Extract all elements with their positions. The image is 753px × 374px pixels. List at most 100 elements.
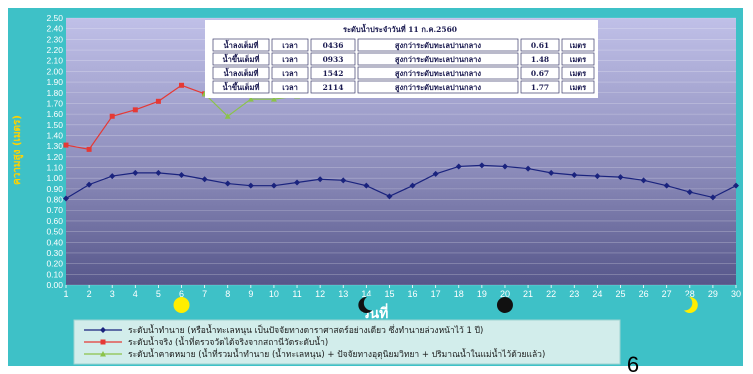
series-2-point	[63, 142, 69, 148]
series-1-point	[733, 182, 739, 189]
series-2-point	[109, 113, 115, 119]
legend-box	[73, 319, 621, 365]
y-tick-label: 1.80	[46, 88, 63, 98]
tide-table-cell-text: เวลา	[282, 55, 298, 64]
x-tick-label: 28	[685, 289, 695, 299]
tide-table-cell-text: น้ำขึ้นเต็มที่	[223, 53, 260, 64]
series-1-point	[571, 171, 578, 178]
tide-table-cell	[520, 38, 560, 52]
series-1-point	[409, 182, 416, 189]
tide-table-cell	[520, 66, 560, 80]
series-1-point	[386, 193, 393, 200]
page-number: 6	[627, 352, 639, 374]
series-1-point	[247, 182, 254, 189]
x-tick-label: 20	[500, 289, 510, 299]
tide-table-cell	[310, 66, 356, 80]
series-1-point	[548, 169, 555, 176]
y-tick-label: 0.00	[46, 280, 63, 290]
tide-table-rows: น้ำลงเต็มที่เวลา 0436 สูงกว่าระดับทะเลปานก…	[212, 38, 595, 94]
series-3-point	[247, 96, 254, 102]
series-line-1	[65, 164, 737, 200]
y-tick-label: 1.00	[46, 173, 63, 183]
x-tick-label: 12	[315, 289, 325, 299]
y-tick-label: 1.50	[46, 120, 63, 130]
tide-table-cell-text: เมตร	[570, 69, 587, 78]
y-tick-label: 2.40	[46, 24, 63, 34]
legend-marker	[100, 351, 106, 357]
y-tick-label: 1.30	[46, 141, 63, 151]
series-1-point	[317, 176, 324, 183]
series-1-point	[525, 165, 532, 172]
moon-phase-icons	[173, 295, 698, 313]
tide-table-cell	[212, 38, 270, 52]
series-2-point	[132, 107, 138, 113]
tide-table-cell-text: สูงกว่าระดับทะเลปานกลาง	[395, 41, 481, 51]
series-3-point	[224, 113, 231, 119]
x-tick-label: 2	[87, 289, 92, 299]
tide-table-cell-text: เวลา	[282, 69, 298, 78]
tide-table-cell-text: สูงกว่าระดับทะเลปานกลาง	[395, 69, 481, 79]
x-tick-label: 25	[615, 289, 625, 299]
first-quarter-icon	[677, 295, 698, 313]
tide-table-cell-text: เมตร	[570, 83, 587, 92]
last-quarter-icon	[358, 295, 379, 313]
tide-table-cell-text: 1542	[323, 69, 344, 78]
tide-table-cell	[271, 66, 309, 80]
y-tick-label: 2.10	[46, 56, 63, 66]
tide-table-cell	[357, 66, 519, 80]
series-1-point	[594, 173, 601, 180]
series-1-point	[224, 180, 231, 187]
x-tick-label: 29	[708, 289, 718, 299]
series-1-point	[640, 177, 647, 184]
legend-items: ระดับน้ำทำนาย (หรือน้ำทะเลหนุน เป็นปัจจั…	[84, 324, 545, 360]
tide-table-cell-text: สูงกว่าระดับทะเลปานกลาง	[395, 83, 481, 93]
tide-table-cell-text: เมตร	[570, 55, 587, 64]
tide-table-cell	[357, 38, 519, 52]
x-tick-label: 15	[384, 289, 394, 299]
tide-table-cell	[357, 52, 519, 66]
y-tick-label: 0.20	[46, 259, 63, 269]
x-tick-label: 24	[592, 289, 602, 299]
tide-table-cell	[310, 38, 356, 52]
series-1-point	[132, 169, 139, 176]
y-axis-ticks: 0.000.100.200.300.400.500.600.700.800.90…	[46, 13, 63, 290]
series-1-point	[363, 182, 370, 189]
x-tick-label: 9	[248, 289, 253, 299]
tide-table-cell-text: น้ำขึ้นเต็มที่	[223, 81, 260, 92]
x-tick-label: 5	[156, 289, 161, 299]
y-tick-label: 1.20	[46, 152, 63, 162]
x-tick-label: 8	[225, 289, 230, 299]
tide-table-panel: ระดับน้ำประจำวันที่ 11 ก.ค.2560 น้ำลงเต็…	[205, 20, 598, 98]
tide-table-cell	[271, 52, 309, 66]
series-1-point	[663, 182, 670, 189]
series-1-point	[86, 181, 93, 188]
y-tick-label: 2.20	[46, 45, 63, 55]
x-tick-label: 6	[179, 289, 184, 299]
tide-table-cell	[357, 80, 519, 94]
y-tick-label: 1.90	[46, 77, 63, 87]
x-tick-label: 23	[569, 289, 579, 299]
y-tick-label: 0.90	[46, 184, 63, 194]
tide-table-cell-text: 0.61	[531, 41, 549, 50]
y-tick-label: 2.00	[46, 66, 63, 76]
series-1-point	[63, 195, 69, 202]
legend: ระดับน้ำทำนาย (หรือน้ำทะเลหนุน เป็นปัจจั…	[73, 319, 621, 365]
x-tick-label: 3	[110, 289, 115, 299]
series-1-point	[294, 179, 301, 186]
tide-table-cell-text: 0436	[323, 41, 344, 50]
y-axis-label: ความสูง (เมตร)	[12, 115, 24, 185]
y-tick-label: 1.70	[46, 98, 63, 108]
series-1-point	[686, 189, 693, 196]
tide-table-title: ระดับน้ำประจำวันที่ 11 ก.ค.2560	[343, 23, 457, 34]
tide-table-cell	[271, 38, 309, 52]
x-tick-label: 19	[477, 289, 487, 299]
full-moon-icon	[173, 297, 190, 313]
tide-table-cell-text: น้ำลงเต็มที่	[224, 39, 259, 50]
tide-table-cell	[520, 52, 560, 66]
tide-table-cell	[520, 80, 560, 94]
legend-marker	[100, 327, 106, 333]
series-2-point	[155, 98, 161, 104]
tide-table-cell	[212, 52, 270, 66]
y-tick-label: 0.30	[46, 248, 63, 258]
